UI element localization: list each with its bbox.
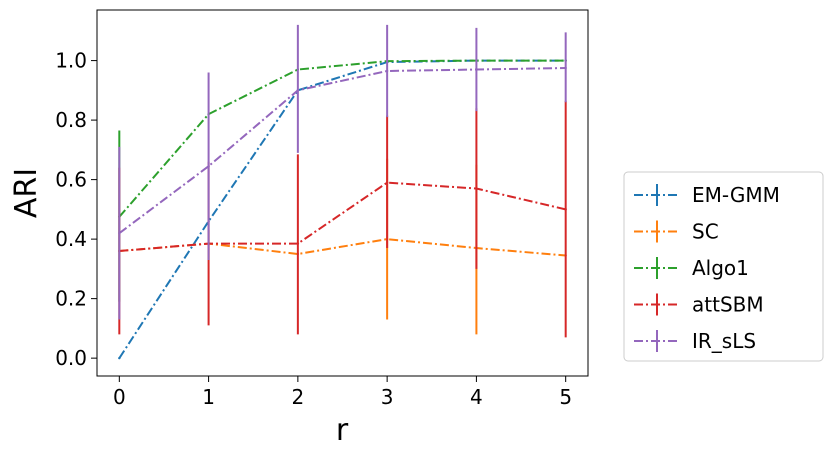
- y-tick-label: 0.8: [55, 108, 87, 132]
- data-point: [385, 69, 389, 73]
- y-axis-label: ARI: [9, 168, 44, 218]
- x-tick-label: 0: [113, 385, 126, 409]
- legend-item: SC: [634, 220, 719, 244]
- series-line: [119, 181, 566, 253]
- legend-item: Algo1: [634, 256, 749, 280]
- x-axis-ticks: 0 1 2 3 4 5: [113, 376, 572, 409]
- x-tick-label: 3: [381, 385, 394, 409]
- legend-frame: [623, 171, 824, 362]
- data-point: [385, 181, 389, 184]
- legend-label: IR_sLS: [692, 329, 756, 353]
- y-axis-ticks: 0.0 0.2 0.4 0.6 0.8 1.0: [55, 49, 97, 370]
- plot-area: [96, 9, 589, 377]
- x-tick-label: 1: [202, 385, 215, 409]
- legend-label: SC: [692, 220, 719, 244]
- x-tick-label: 2: [291, 385, 304, 409]
- legend-item: attSBM: [634, 293, 764, 317]
- y-tick-label: 1.0: [55, 49, 87, 73]
- y-tick-label: 0.6: [55, 168, 87, 192]
- legend-item: IR_sLS: [634, 329, 756, 353]
- x-axis-label: r: [336, 413, 349, 448]
- series-line: [118, 67, 566, 234]
- data-point: [564, 66, 567, 70]
- data-point: [475, 187, 478, 190]
- data-point: [564, 208, 567, 211]
- x-tick-label: 4: [470, 385, 483, 409]
- y-tick-label: 0.0: [55, 346, 87, 370]
- data-point: [475, 68, 478, 71]
- data-point: [118, 356, 121, 360]
- plot-background: [97, 10, 588, 376]
- legend-label: attSBM: [692, 293, 764, 317]
- data-point: [296, 89, 300, 92]
- series-ir-sls: [118, 24, 567, 320]
- legend-item: EM-GMM: [634, 183, 780, 207]
- plot-frame: [96, 9, 589, 377]
- series-layer: [118, 24, 567, 360]
- legend-label: EM-GMM: [692, 183, 780, 207]
- data-point: [207, 165, 210, 168]
- legend: EM-GMM SC Algo1 attSBM IR_sLS: [623, 171, 824, 362]
- data-point: [118, 231, 121, 235]
- x-tick-label: 5: [559, 385, 572, 409]
- data-point: [296, 242, 300, 245]
- y-tick-label: 0.4: [55, 227, 87, 251]
- legend-label: Algo1: [692, 256, 749, 280]
- series-line: [118, 59, 566, 218]
- y-tick-label: 0.2: [55, 287, 87, 311]
